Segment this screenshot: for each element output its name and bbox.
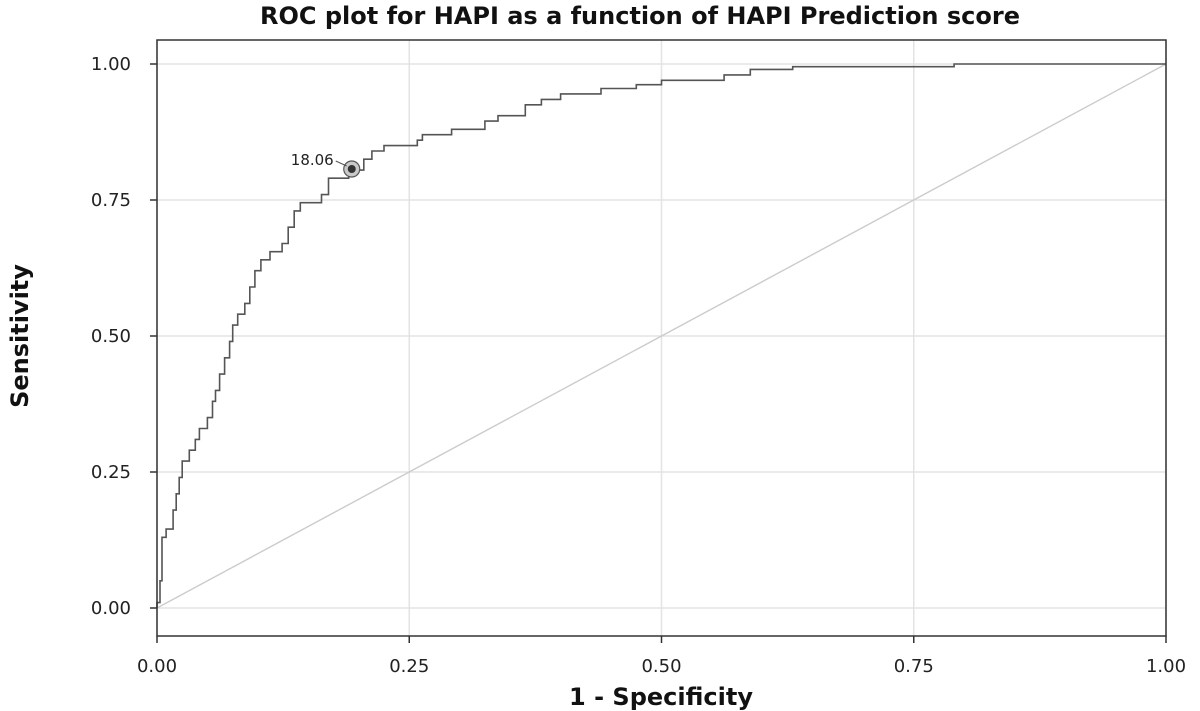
roc-curve-line: [156, 63, 1166, 608]
x-tick-label: 1.00: [1146, 656, 1186, 677]
x-axis-title: 1 - Specificity: [569, 683, 753, 711]
annotation-leader-line: [335, 160, 347, 167]
y-tick-label: 0.50: [91, 326, 131, 347]
y-tick-label: 0.25: [91, 462, 131, 483]
y-tick-label: 0.75: [91, 190, 131, 211]
annotation-layer: 18.06: [291, 151, 361, 178]
x-tick-label: 0.75: [894, 656, 934, 677]
y-tick-label: 0.00: [91, 598, 131, 619]
x-tick-label: 0.50: [641, 656, 681, 677]
reference-diagonal-line: [156, 63, 1167, 609]
series-layer: [156, 63, 1167, 609]
y-tick-label: 1.00: [91, 54, 131, 75]
cutoff-score-label: 18.06: [291, 151, 334, 169]
cutoff-point-dot: [347, 164, 356, 173]
grid-lines: [156, 40, 1167, 636]
chart-title: ROC plot for HAPI as a function of HAPI …: [260, 2, 1020, 30]
y-axis-title: Sensitivity: [6, 264, 34, 408]
x-tick-label: 0.25: [389, 656, 429, 677]
tick-layer: 0.00 0.25 0.50 0.75 1.00 0.00 0.25 0.50 0.75 1.00: [91, 54, 1186, 677]
x-tick-label: 0.00: [137, 656, 177, 677]
